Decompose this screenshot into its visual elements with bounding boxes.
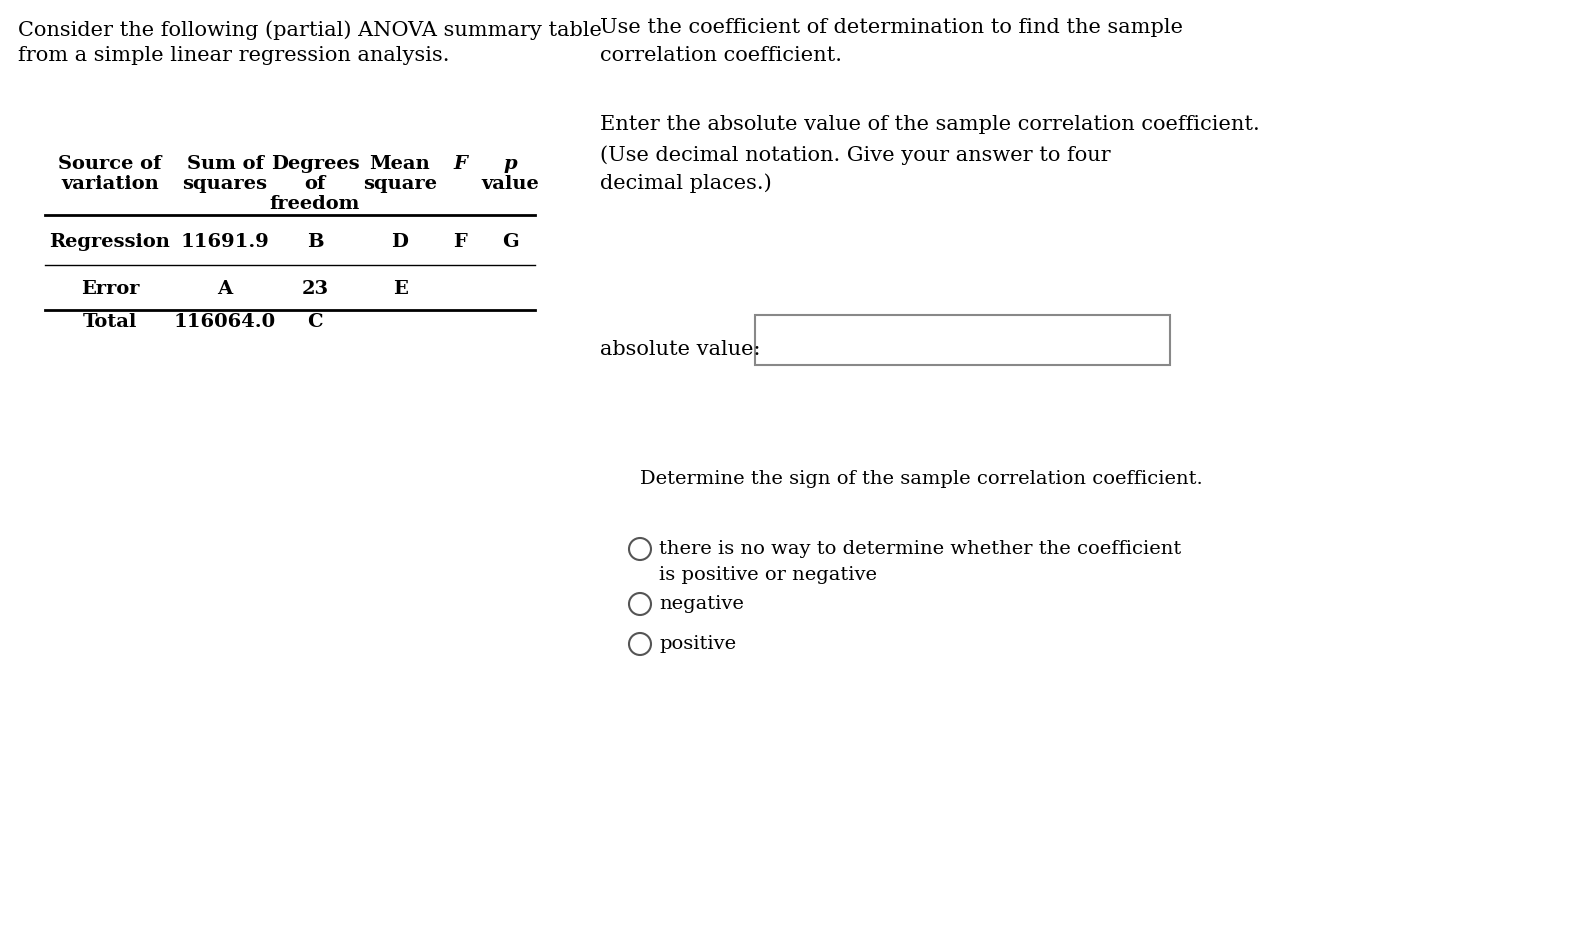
Text: F: F [454,155,466,173]
Text: Consider the following (partial) ANOVA summary table: Consider the following (partial) ANOVA s… [18,20,602,40]
Text: (Use decimal notation. Give your answer to four: (Use decimal notation. Give your answer … [600,145,1111,165]
Text: value: value [481,175,538,193]
Text: D: D [392,233,409,251]
Text: is positive or negative: is positive or negative [659,566,877,584]
Text: B: B [307,233,323,251]
Text: correlation coefficient.: correlation coefficient. [600,46,842,65]
Text: 116064.0: 116064.0 [174,313,275,331]
Text: squares: squares [183,175,267,193]
Text: Determine the sign of the sample correlation coefficient.: Determine the sign of the sample correla… [640,470,1202,488]
Text: 23: 23 [301,280,328,298]
Text: freedom: freedom [269,195,360,213]
Text: Use the coefficient of determination to find the sample: Use the coefficient of determination to … [600,18,1183,37]
Text: there is no way to determine whether the coefficient: there is no way to determine whether the… [659,540,1181,558]
Text: Sum of: Sum of [186,155,263,173]
FancyBboxPatch shape [755,315,1170,365]
Text: positive: positive [659,635,736,653]
Text: C: C [307,313,323,331]
Text: of: of [304,175,326,193]
Text: negative: negative [659,595,743,613]
Text: Enter the absolute value of the sample correlation coefficient.: Enter the absolute value of the sample c… [600,115,1259,134]
Text: from a simple linear regression analysis.: from a simple linear regression analysis… [18,46,449,65]
Text: Regression: Regression [49,233,170,251]
Text: Error: Error [81,280,139,298]
Text: Source of: Source of [59,155,162,173]
Text: E: E [393,280,408,298]
Text: absolute value:: absolute value: [600,340,761,359]
Text: Mean: Mean [369,155,430,173]
Text: variation: variation [60,175,159,193]
Text: Total: Total [83,313,137,331]
Text: A: A [218,280,232,298]
Text: square: square [363,175,436,193]
Text: Degrees: Degrees [271,155,360,173]
Text: F: F [454,233,466,251]
Text: p: p [503,155,517,173]
Text: G: G [501,233,519,251]
Text: 11691.9: 11691.9 [180,233,269,251]
Text: decimal places.): decimal places.) [600,173,772,193]
